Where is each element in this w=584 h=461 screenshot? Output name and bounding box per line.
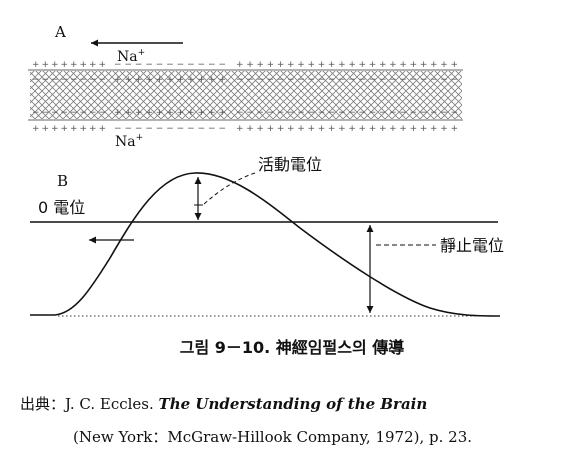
charge-bottom-inside-left: − − − − − − − − [32,108,106,118]
source-citation-line-2: (New York：McGraw-Hillook Company, 1972),… [73,428,473,446]
source-citation-line-1: 出典：J. C. Eccles. The Understanding of th… [20,394,427,414]
charge-bottom-outside-right: + + + + + + + + + + + + + + + + + + + + … [236,124,458,134]
charge-bottom-outside-left: + + + + + + + + [32,124,106,134]
charge-top-outside-middle: − − − − − − − − − − − [114,60,226,70]
charge-top-outside-left: + + + + + + + + [32,60,106,70]
sodium-ion-symbol: Na [115,134,136,150]
charge-bottom-outside-middle: − − − − − − − − − − − [114,124,226,134]
axon [28,69,463,121]
sodium-ion-charge: + [138,48,146,58]
panel-b: B 活動電位 0 電位 靜止電位 [30,155,504,317]
sodium-ion-charge: + [136,133,144,143]
resting-potential-label: 靜止電位 [440,236,504,255]
sodium-ion-symbol: Na [117,49,138,65]
sodium-ion-label-bottom: Na+ [115,133,143,150]
action-potential-label: 活動電位 [258,155,322,174]
zero-potential-label: 0 電位 [38,198,85,217]
panel-a: A Na+ + + + + + + + + − − − − − − − − − … [28,23,463,150]
charge-bottom-inside-right: − − − − − − − − − − − − − − − − − − − − … [236,108,458,118]
action-potential-curve [30,172,501,317]
source-prefix: 出典：J. C. Eccles. [20,395,154,413]
charge-top-inside-middle: + + + + + + + + + + + [114,75,226,85]
action-potential-leader-line [202,172,256,206]
source-book-title: The Understanding of the Brain [158,395,428,413]
nerve-impulse-figure: A Na+ + + + + + + + + − − − − − − − − − … [28,23,504,317]
panel-b-label: B [57,172,68,190]
sodium-ion-label-top: Na+ [117,48,145,65]
charge-top-inside-left: − − − − − − − − [32,75,106,85]
charge-top-inside-right: − − − − − − − − − − − − − − − − − − − − … [236,75,458,85]
axoplasm-mesh [30,71,462,119]
charge-bottom-inside-middle: + + + + + + + + + + + [114,108,226,118]
membrane-charges: + + + + + + + + − − − − − − − − − − − + … [32,60,458,134]
panel-a-label: A [54,23,66,41]
charge-top-outside-right: + + + + + + + + + + + + + + + + + + + + … [236,60,458,70]
figure-caption: 그림 9－10. 神經임펄스의 傳導 [179,338,405,357]
